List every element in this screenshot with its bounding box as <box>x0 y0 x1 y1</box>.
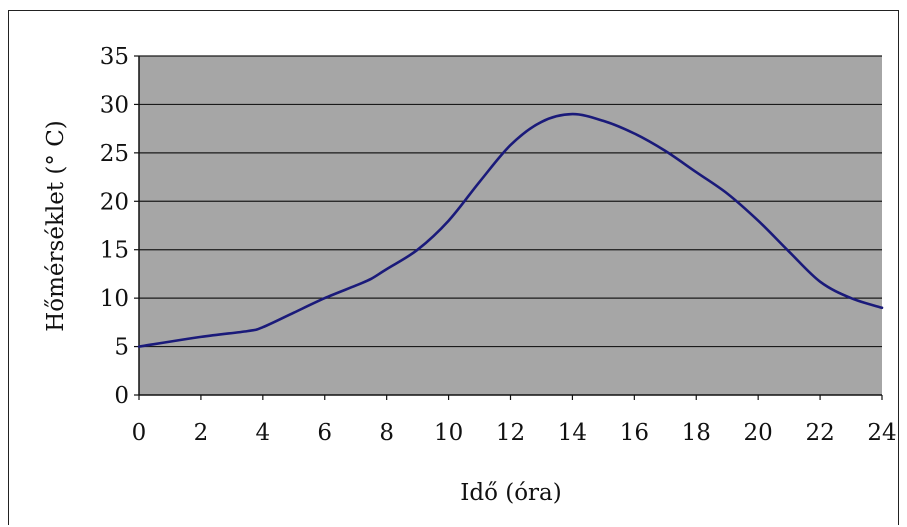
y-tick-label: 20 <box>100 189 129 215</box>
x-tick-label: 18 <box>682 420 711 446</box>
gridlines <box>139 55 882 348</box>
x-tick-label: 16 <box>620 420 649 446</box>
y-tick-label: 0 <box>114 383 129 409</box>
x-tick-label: 2 <box>194 420 209 446</box>
chart-frame <box>8 10 899 525</box>
x-tick-label: 10 <box>434 420 463 446</box>
y-tick-label: 30 <box>100 92 129 118</box>
x-tick-label: 6 <box>317 420 332 446</box>
x-axis-label: Idő (óra) <box>460 480 561 506</box>
y-tick-label: 15 <box>100 238 129 264</box>
x-tick-label: 20 <box>744 420 773 446</box>
x-tick-label: 0 <box>132 420 147 446</box>
x-tick-label: 22 <box>805 420 834 446</box>
x-tick-label: 24 <box>867 420 896 446</box>
x-tick-label: 12 <box>496 420 525 446</box>
x-tick-label: 8 <box>379 420 394 446</box>
y-tick-label: 10 <box>100 286 129 312</box>
y-tick-label: 5 <box>114 335 129 361</box>
plot-area <box>139 56 882 395</box>
y-tick-labels: 0 5 10 15 20 25 30 35 <box>100 44 139 409</box>
x-tick-labels: 0 2 4 6 8 10 12 14 16 18 20 22 24 <box>132 395 897 446</box>
temperature-line <box>137 112 884 348</box>
y-tick-label: 25 <box>100 141 129 167</box>
x-tick-label: 4 <box>256 420 271 446</box>
y-tick-label: 35 <box>100 44 129 70</box>
y-axis-label: Hőmérséklet (° C) <box>43 120 69 332</box>
x-tick-label: 14 <box>558 420 587 446</box>
